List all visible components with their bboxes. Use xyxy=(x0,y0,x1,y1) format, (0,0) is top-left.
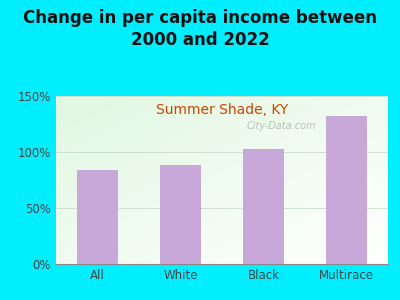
Text: City-Data.com: City-Data.com xyxy=(247,121,316,131)
Bar xyxy=(160,165,201,264)
Bar xyxy=(77,170,118,264)
Bar xyxy=(326,116,367,264)
Bar xyxy=(243,148,284,264)
Text: Change in per capita income between
2000 and 2022: Change in per capita income between 2000… xyxy=(23,9,377,49)
Text: Summer Shade, KY: Summer Shade, KY xyxy=(156,103,288,117)
